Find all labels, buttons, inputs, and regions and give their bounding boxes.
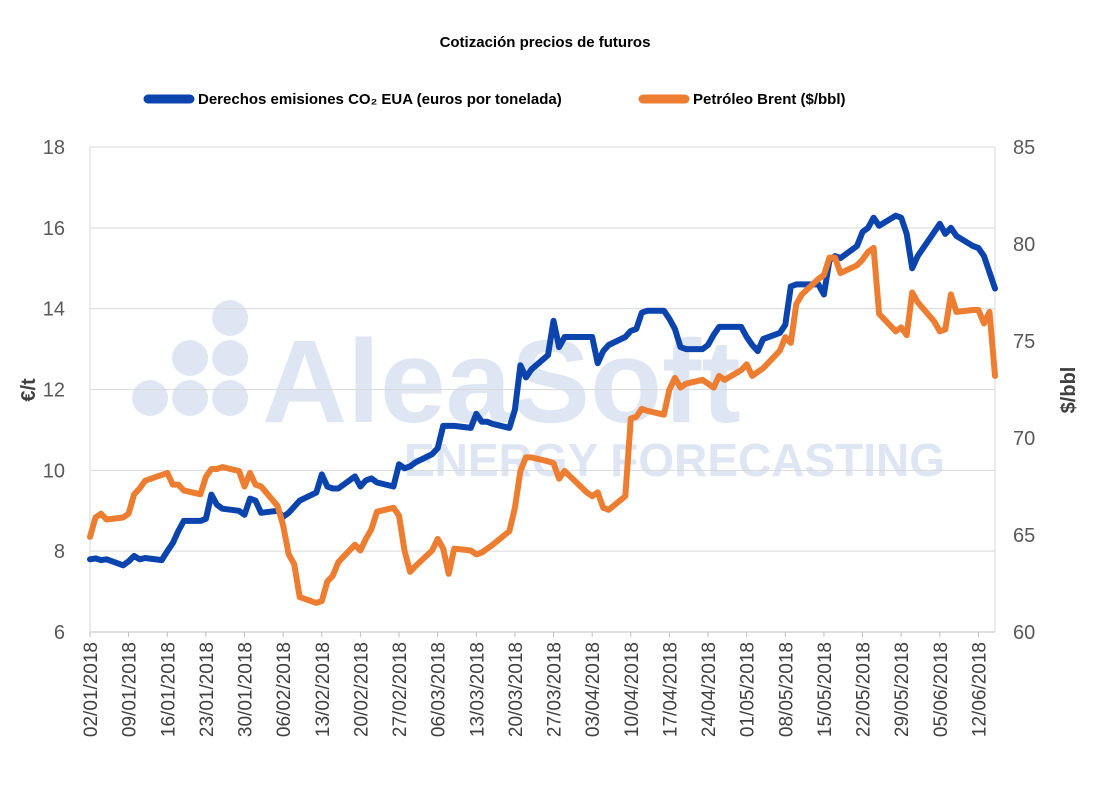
y-right-tick-label: 60: [1013, 622, 1035, 644]
x-tick-label: 10/04/2018: [622, 642, 643, 737]
chart-title: Cotización precios de futuros: [440, 34, 651, 51]
x-tick-label: 02/01/2018: [81, 642, 102, 737]
x-tick-label: 20/02/2018: [351, 642, 372, 737]
series-lines: [87, 212, 998, 606]
y-right-tick-label: 70: [1013, 428, 1035, 450]
x-tick-label: 06/02/2018: [274, 642, 295, 737]
y-right-tick-label: 85: [1013, 137, 1035, 159]
watermark-logo-dots: [132, 300, 248, 416]
x-tick-label: 13/03/2018: [467, 642, 488, 737]
series-line-brent: [87, 244, 998, 606]
y-left-tick-label: 8: [54, 541, 65, 563]
y-right-tick-label: 80: [1013, 234, 1035, 256]
x-tick-label: 01/05/2018: [738, 642, 759, 737]
y-left-tick-label: 18: [43, 137, 65, 159]
x-tick-label: 22/05/2018: [854, 642, 875, 737]
x-tick-label: 12/06/2018: [969, 642, 990, 737]
series-line-eua: [87, 212, 998, 569]
y-left-axis-title: €/t: [18, 378, 40, 402]
x-tick-label: 23/01/2018: [197, 642, 218, 737]
y-right-axis-title: $/bbl: [1058, 367, 1080, 414]
x-tick-label: 27/03/2018: [545, 642, 566, 737]
y-right-tick-label: 65: [1013, 525, 1035, 547]
x-tick-label: 13/02/2018: [313, 642, 334, 737]
x-tick-label: 15/05/2018: [815, 642, 836, 737]
x-tick-label: 09/01/2018: [120, 642, 141, 737]
x-tick-label: 08/05/2018: [776, 642, 797, 737]
legend-label-brent: Petróleo Brent ($/bbl): [693, 91, 846, 108]
x-tick-label: 20/03/2018: [506, 642, 527, 737]
legend-label-eua: Derechos emisiones CO₂ EUA (euros por to…: [198, 91, 562, 108]
x-tick-label: 29/05/2018: [892, 642, 913, 737]
y-left-tick-label: 16: [43, 218, 65, 240]
watermark-tagline: ENERGY FORECASTING: [404, 434, 945, 486]
x-tick-label: 06/03/2018: [429, 642, 450, 737]
y-left-tick-label: 14: [43, 299, 65, 321]
gridlines: [89, 146, 996, 633]
x-tick-label: 27/02/2018: [390, 642, 411, 737]
legend: Derechos emisiones CO₂ EUA (euros por to…: [143, 91, 846, 108]
x-tick-label: 30/01/2018: [236, 642, 257, 737]
x-tick-label: 24/04/2018: [699, 642, 720, 737]
axes: 6 8 10 12 14 16 18 60 65 70 75 80 85 02/01/2018 09/01/…: [43, 137, 1036, 737]
x-tick-label: 03/04/2018: [583, 642, 604, 737]
x-tick-label: 17/04/2018: [660, 642, 681, 737]
y-left-tick-label: 12: [43, 380, 65, 402]
y-left-tick-label: 6: [54, 622, 65, 644]
x-tick-label: 05/06/2018: [931, 642, 952, 737]
y-left-tick-label: 10: [43, 460, 65, 482]
x-tick-label: 16/01/2018: [158, 642, 179, 737]
y-right-tick-label: 75: [1013, 331, 1035, 353]
